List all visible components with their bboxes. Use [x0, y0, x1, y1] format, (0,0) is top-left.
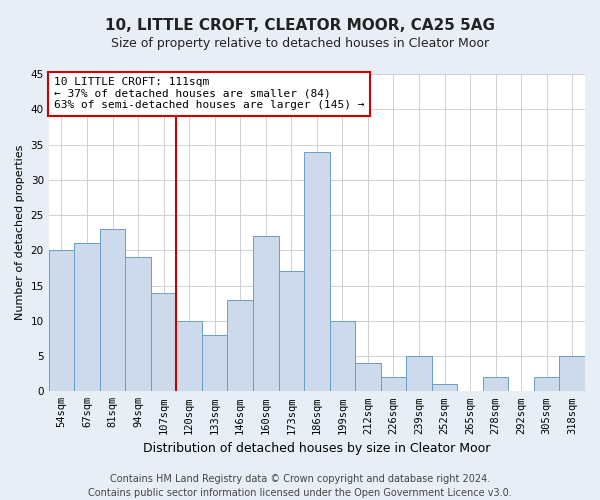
Bar	[74, 243, 100, 392]
Text: Contains HM Land Registry data © Crown copyright and database right 2024.
Contai: Contains HM Land Registry data © Crown c…	[88, 474, 512, 498]
Bar	[406, 356, 432, 392]
Text: Size of property relative to detached houses in Cleator Moor: Size of property relative to detached ho…	[111, 38, 489, 51]
Bar	[278, 272, 304, 392]
Bar	[49, 250, 74, 392]
Bar	[304, 152, 329, 392]
Text: 10, LITTLE CROFT, CLEATOR MOOR, CA25 5AG: 10, LITTLE CROFT, CLEATOR MOOR, CA25 5AG	[105, 18, 495, 32]
Bar	[125, 258, 151, 392]
Y-axis label: Number of detached properties: Number of detached properties	[15, 145, 25, 320]
Bar	[329, 321, 355, 392]
X-axis label: Distribution of detached houses by size in Cleator Moor: Distribution of detached houses by size …	[143, 442, 491, 455]
Bar	[176, 321, 202, 392]
Bar	[227, 300, 253, 392]
Bar	[559, 356, 585, 392]
Text: 10 LITTLE CROFT: 111sqm
← 37% of detached houses are smaller (84)
63% of semi-de: 10 LITTLE CROFT: 111sqm ← 37% of detache…	[54, 77, 365, 110]
Bar	[432, 384, 457, 392]
Bar	[355, 363, 380, 392]
Bar	[483, 377, 508, 392]
Bar	[100, 229, 125, 392]
Bar	[534, 377, 559, 392]
Bar	[380, 377, 406, 392]
Bar	[202, 335, 227, 392]
Bar	[151, 292, 176, 392]
Bar	[253, 236, 278, 392]
